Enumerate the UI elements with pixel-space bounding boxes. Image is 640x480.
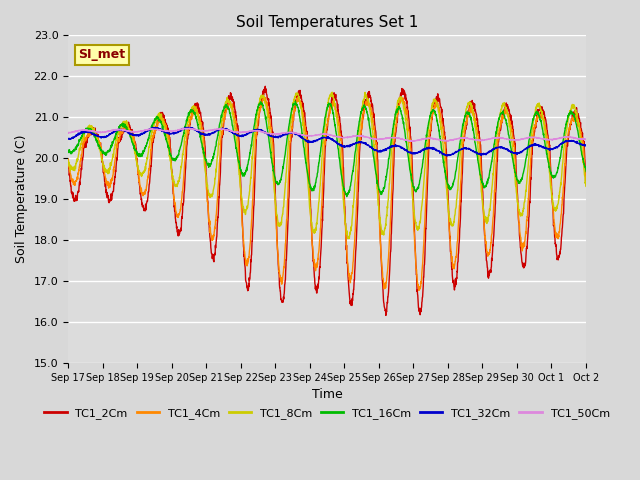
Legend: TC1_2Cm, TC1_4Cm, TC1_8Cm, TC1_16Cm, TC1_32Cm, TC1_50Cm: TC1_2Cm, TC1_4Cm, TC1_8Cm, TC1_16Cm, TC1…: [40, 403, 614, 423]
Y-axis label: Soil Temperature (C): Soil Temperature (C): [15, 135, 28, 264]
Title: Soil Temperatures Set 1: Soil Temperatures Set 1: [236, 15, 418, 30]
Text: SI_met: SI_met: [79, 48, 125, 61]
X-axis label: Time: Time: [312, 388, 342, 401]
